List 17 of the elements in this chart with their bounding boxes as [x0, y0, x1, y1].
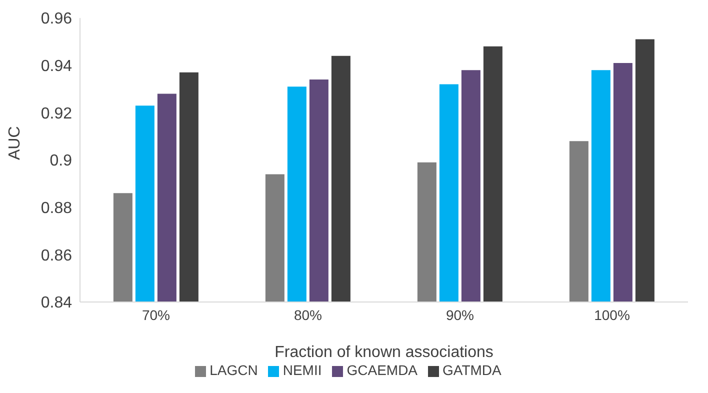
x-axis-title: Fraction of known associations: [274, 344, 494, 361]
y-axis-title: AUC: [6, 126, 24, 160]
x-tick-label: 90%: [446, 306, 474, 323]
y-tick-label: 0.88: [40, 200, 72, 218]
y-tick-label: 0.84: [40, 294, 72, 312]
legend-label: NEMII: [282, 362, 322, 378]
y-tick-label: 0.96: [40, 10, 72, 28]
y-tick-label: 0.92: [40, 105, 72, 122]
legend-label: GATMDA: [442, 362, 502, 378]
x-tick-label: 70%: [142, 306, 170, 323]
x-tick-label: 80%: [294, 306, 322, 323]
x-tick-label: 100%: [594, 306, 630, 323]
y-tick-label: 0.94: [40, 58, 72, 76]
legend-label: LAGCN: [210, 362, 258, 378]
y-tick-label: 0.86: [40, 247, 72, 264]
y-tick-label: 0.9: [50, 152, 72, 170]
legend-label: GCAEMDA: [346, 362, 418, 378]
